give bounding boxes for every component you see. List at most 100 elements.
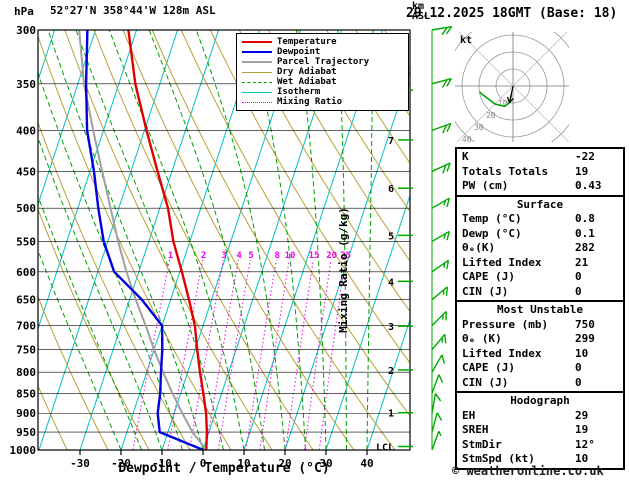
table-row: Temp (°C) 0.8 bbox=[457, 212, 623, 227]
km-axis-title-km: km bbox=[412, 1, 425, 12]
wet-adiabat-line bbox=[195, 30, 286, 450]
table-row-label: Dewp (°C) bbox=[462, 226, 522, 240]
legend-item: Mixing Ratio bbox=[242, 97, 403, 107]
table-row: Lifted Index 10 bbox=[457, 347, 623, 362]
legend-label: Mixing Ratio bbox=[277, 97, 343, 107]
legend-sample-temperature bbox=[242, 41, 272, 43]
table-row: Dewp (°C) 0.1 bbox=[457, 227, 623, 242]
legend-sample-dry_adiabat bbox=[242, 71, 272, 73]
table-row-value: -22 bbox=[575, 150, 595, 163]
table-section: Surface Temp (°C) 0.8 Dewp (°C) 0.1 θₑ(K) 282 L… bbox=[457, 194, 623, 301]
table-row-label: Temp (°C) bbox=[462, 212, 522, 225]
lcl-label: LCL bbox=[376, 442, 394, 453]
temp-tick-label: 10 bbox=[237, 457, 250, 470]
plot-border bbox=[37, 29, 411, 451]
hodograph-ring-label: 10 bbox=[498, 99, 508, 108]
table-row: EH 29 bbox=[457, 409, 623, 424]
table-row-value: 0 bbox=[575, 375, 582, 389]
mixing-ratio-line bbox=[259, 259, 290, 450]
pressure-tick-label: 600 bbox=[16, 266, 36, 279]
km-tick-label: 1 bbox=[388, 409, 394, 420]
pressure-tick-label: 300 bbox=[16, 24, 36, 37]
pressure-axis-title: hPa bbox=[14, 5, 34, 18]
table-row-label: StmDir bbox=[462, 437, 502, 451]
table-row-value: 282 bbox=[575, 241, 595, 254]
table-row-value: 299 bbox=[575, 332, 595, 345]
mixing-ratio-value-label: 20 bbox=[326, 251, 337, 261]
isotherm-line bbox=[366, 318, 410, 450]
temp-tick-label: 20 bbox=[278, 457, 291, 470]
legend-label: Isotherm bbox=[277, 87, 321, 97]
mixing-ratio-value-label: 15 bbox=[309, 251, 320, 261]
table-row: SREH 19 bbox=[457, 423, 623, 438]
wet-adiabat-line bbox=[247, 30, 306, 450]
wet-adiabat-line bbox=[295, 30, 327, 450]
copyright: © weatheronline.co.uk bbox=[452, 464, 604, 478]
hodograph-ring-label: 20 bbox=[486, 111, 496, 120]
wind-barb bbox=[431, 333, 447, 351]
isotherm-line bbox=[38, 30, 97, 207]
table-row-label: EH bbox=[462, 408, 476, 422]
mixing-ratio-value-label: 8 bbox=[274, 251, 279, 261]
table-row-value: 29 bbox=[575, 408, 589, 422]
mixing-ratio-line bbox=[217, 259, 251, 450]
legend-item: Dewpoint bbox=[242, 47, 403, 57]
mixing-ratio-line bbox=[205, 259, 239, 450]
wind-barb bbox=[431, 354, 446, 373]
legend-sample-wet_adiabat bbox=[242, 81, 272, 83]
dewpoint-curve bbox=[84, 30, 204, 450]
pressure-tick-label: 1000 bbox=[10, 444, 37, 457]
legend-item: Parcel Trajectory bbox=[242, 57, 403, 67]
temp-tick-label: -20 bbox=[111, 457, 131, 470]
table-row-label: CAPE (J) bbox=[462, 270, 515, 283]
legend-item: Wet Adiabat bbox=[242, 77, 403, 87]
dry-adiabat-line bbox=[326, 30, 410, 165]
table-row: CIN (J) 0 bbox=[457, 376, 623, 391]
pressure-tick-label: 700 bbox=[16, 320, 36, 333]
isotherm-line bbox=[0, 30, 14, 450]
table-row-label: Lifted Index bbox=[462, 346, 542, 360]
table-row-value: 0 bbox=[575, 284, 582, 298]
table-row-value: 750 bbox=[575, 317, 595, 331]
table-section: Most Unstable Pressure (mb) 750 θₑ (K) 299 Li… bbox=[457, 300, 623, 391]
table-row-value: 12° bbox=[575, 437, 595, 451]
table-row-label: SREH bbox=[462, 423, 489, 436]
table-section-title: Hodograph bbox=[510, 394, 570, 407]
table-row-label: CIN (J) bbox=[462, 284, 509, 298]
table-row: CIN (J) 0 bbox=[457, 285, 623, 300]
km-tick-label: 4 bbox=[388, 277, 394, 288]
pressure-tick-label: 550 bbox=[16, 235, 36, 248]
legend-sample-dewpoint bbox=[242, 51, 272, 53]
mixing-ratio-value-label: 25 bbox=[340, 251, 351, 261]
table-section: Hodograph EH 29 SREH 19 StmDir 12° StmSpd (kt) 1… bbox=[457, 391, 623, 468]
pressure-tick-label: 500 bbox=[16, 202, 36, 215]
legend-item: Isotherm bbox=[242, 87, 403, 97]
table-row-label: PW (cm) bbox=[462, 179, 509, 192]
km-tick-label: 2 bbox=[388, 366, 394, 377]
pressure-tick-label: 850 bbox=[16, 387, 36, 400]
table-row-value: 0 bbox=[575, 270, 582, 283]
parcel-trajectory-curve bbox=[78, 30, 208, 450]
mixing-ratio-value-label: 3 bbox=[221, 251, 226, 261]
x-axis-label: Dewpoint / Temperature (°C) bbox=[118, 461, 330, 476]
wind-barb bbox=[431, 310, 447, 327]
legend-item: Temperature bbox=[242, 37, 403, 47]
km-tick-label: 6 bbox=[388, 184, 394, 195]
temp-tick-label: 0 bbox=[200, 457, 207, 470]
table-row-value: 0 bbox=[575, 361, 582, 374]
isotherm-line bbox=[38, 30, 138, 331]
table-row-value: 0.8 bbox=[575, 212, 595, 225]
table-row: Totals Totals 19 bbox=[457, 165, 623, 180]
table-row-value: 21 bbox=[575, 255, 589, 269]
table-row-label: Pressure (mb) bbox=[462, 317, 549, 331]
table-row-value: 10 bbox=[575, 346, 589, 360]
temperature-curve bbox=[127, 30, 209, 450]
hodograph-ring-label: 40 bbox=[462, 135, 472, 144]
wind-barb bbox=[431, 122, 452, 134]
legend-item: Dry Adiabat bbox=[242, 67, 403, 77]
legend-label: Wet Adiabat bbox=[277, 77, 337, 87]
wind-barb bbox=[431, 412, 443, 433]
